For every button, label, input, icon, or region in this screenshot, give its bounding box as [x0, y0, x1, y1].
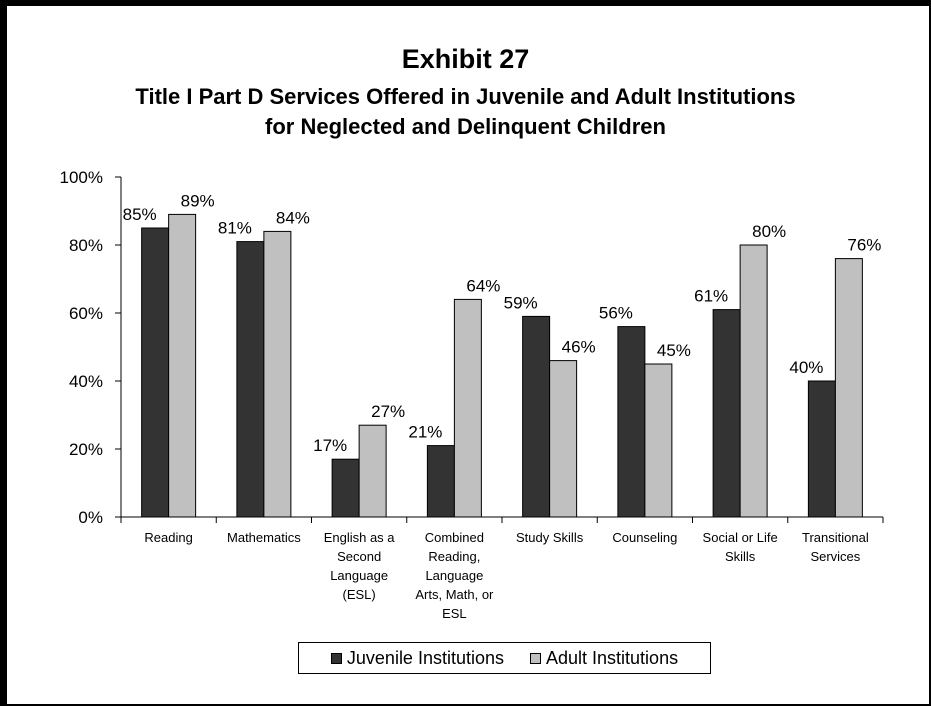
legend-swatch-adult [530, 652, 541, 664]
bar-adult [453, 298, 482, 518]
data-label-juvenile: 21% [408, 423, 442, 442]
x-category-label: Mathematics [227, 530, 301, 545]
x-category-label: Second [337, 549, 381, 564]
data-label-juvenile: 56% [599, 304, 633, 323]
data-label-adult: 45% [657, 341, 691, 360]
bar-adult [168, 213, 197, 518]
data-label-adult: 27% [371, 402, 405, 421]
data-label-adult: 84% [276, 208, 310, 227]
y-tick-label: 100% [60, 168, 103, 187]
bar-juvenile [426, 445, 455, 518]
chart-title-line-2: for Neglected and Delinquent Children [265, 114, 666, 139]
legend-item-juvenile: Juvenile Institutions [330, 647, 504, 669]
bar-adult [358, 424, 387, 518]
bar-adult [834, 258, 863, 518]
x-category-label: Language [330, 568, 388, 583]
y-tick-label: 80% [69, 236, 103, 255]
bar-adult [644, 363, 673, 518]
x-category-label: Skills [725, 549, 756, 564]
bar-juvenile [331, 458, 360, 518]
y-tick-label: 20% [69, 440, 103, 459]
chart-title-line-1: Title I Part D Services Offered in Juven… [135, 84, 796, 109]
data-label-juvenile: 85% [123, 205, 157, 224]
exhibit-title: Exhibit 27 [401, 44, 530, 74]
x-category-label: Social or Life [703, 530, 778, 545]
data-label-adult: 80% [752, 222, 786, 241]
x-category-label: Arts, Math, or [415, 587, 494, 602]
x-category-label: Reading, [428, 549, 480, 564]
bar-adult [263, 230, 292, 518]
bar-juvenile [522, 315, 551, 518]
legend-label-juvenile: Juvenile Institutions [346, 647, 504, 668]
data-label-juvenile: 81% [218, 219, 252, 238]
x-category-label: (ESL) [343, 587, 376, 602]
data-label-adult: 76% [847, 236, 881, 255]
x-category-label: Reading [144, 530, 192, 545]
x-category-label: Services [810, 549, 860, 564]
data-label-juvenile: 40% [789, 358, 823, 377]
data-label-adult: 46% [562, 338, 596, 357]
y-tick-label: 0% [78, 508, 103, 527]
data-label-adult: 89% [181, 191, 215, 210]
x-category-label: ESL [442, 606, 467, 621]
x-category-label: Counseling [612, 530, 677, 545]
y-tick-label: 60% [69, 304, 103, 323]
legend-label-adult: Adult Institutions [546, 647, 679, 668]
x-category-label: Study Skills [516, 530, 584, 545]
x-category-label: Combined [425, 530, 484, 545]
data-label-juvenile: 59% [504, 293, 538, 312]
bar-juvenile [807, 380, 836, 518]
x-category-label: Transitional [802, 530, 869, 545]
bar-juvenile [141, 227, 170, 518]
bar-adult [549, 360, 578, 518]
legend-swatch-juvenile [330, 652, 342, 664]
bar-juvenile [617, 326, 646, 518]
x-category-label: English as a [324, 530, 396, 545]
x-category-label: Language [425, 568, 483, 583]
y-tick-label: 40% [69, 372, 103, 391]
bar-adult [739, 244, 768, 518]
data-label-juvenile: 17% [313, 436, 347, 455]
bar-juvenile [236, 241, 265, 518]
legend-item-adult: Adult Institutions [530, 648, 678, 669]
data-label-adult: 64% [466, 276, 500, 295]
data-label-juvenile: 61% [694, 287, 728, 306]
bar-juvenile [712, 309, 741, 518]
legend: Juvenile Institutions Adult Institutions [298, 642, 711, 674]
